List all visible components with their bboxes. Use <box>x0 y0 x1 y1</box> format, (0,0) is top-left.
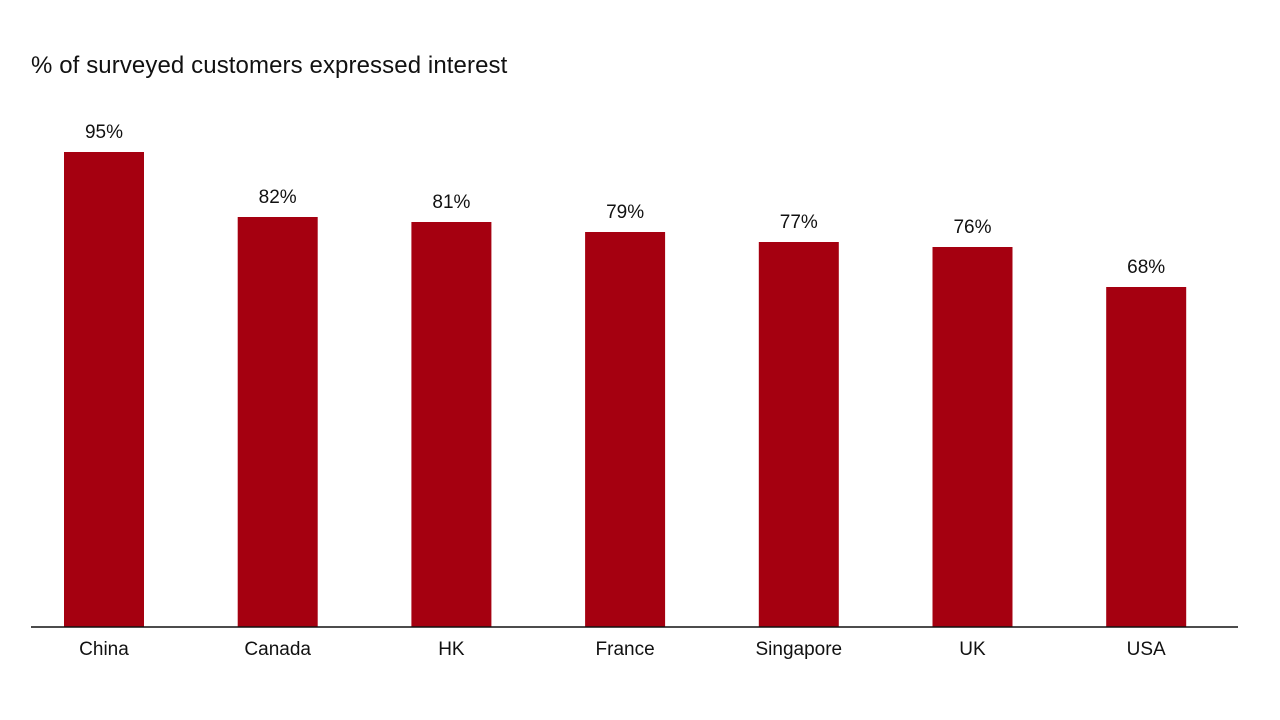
value-label-singapore: 77% <box>780 212 818 233</box>
category-label-france: France <box>596 639 655 660</box>
bar-china <box>64 152 144 627</box>
bar-france <box>585 232 666 627</box>
bar-usa <box>1106 287 1187 627</box>
category-label-hk: HK <box>438 639 465 660</box>
bar-uk <box>932 247 1013 627</box>
bar-singapore <box>758 242 839 627</box>
category-label-china: China <box>79 639 129 660</box>
value-label-uk: 76% <box>953 217 991 238</box>
value-label-usa: 68% <box>1127 257 1165 278</box>
category-label-singapore: Singapore <box>755 639 842 660</box>
value-label-hk: 81% <box>432 192 470 213</box>
value-label-canada: 82% <box>259 187 297 208</box>
category-label-canada: Canada <box>244 639 311 660</box>
category-labels-group: China Canada HK France Singapore UK USA <box>79 639 1166 660</box>
bar-canada <box>237 217 318 627</box>
chart-title: % of surveyed customers expressed intere… <box>31 52 508 79</box>
category-label-usa: USA <box>1127 639 1166 660</box>
bar-hk <box>411 222 492 627</box>
category-label-uk: UK <box>959 639 986 660</box>
value-label-france: 79% <box>606 202 644 223</box>
value-label-china: 95% <box>85 122 123 143</box>
bars-group <box>64 152 1187 627</box>
value-labels-group: 95% 82% 81% 79% 77% 76% 68% <box>85 122 1165 278</box>
